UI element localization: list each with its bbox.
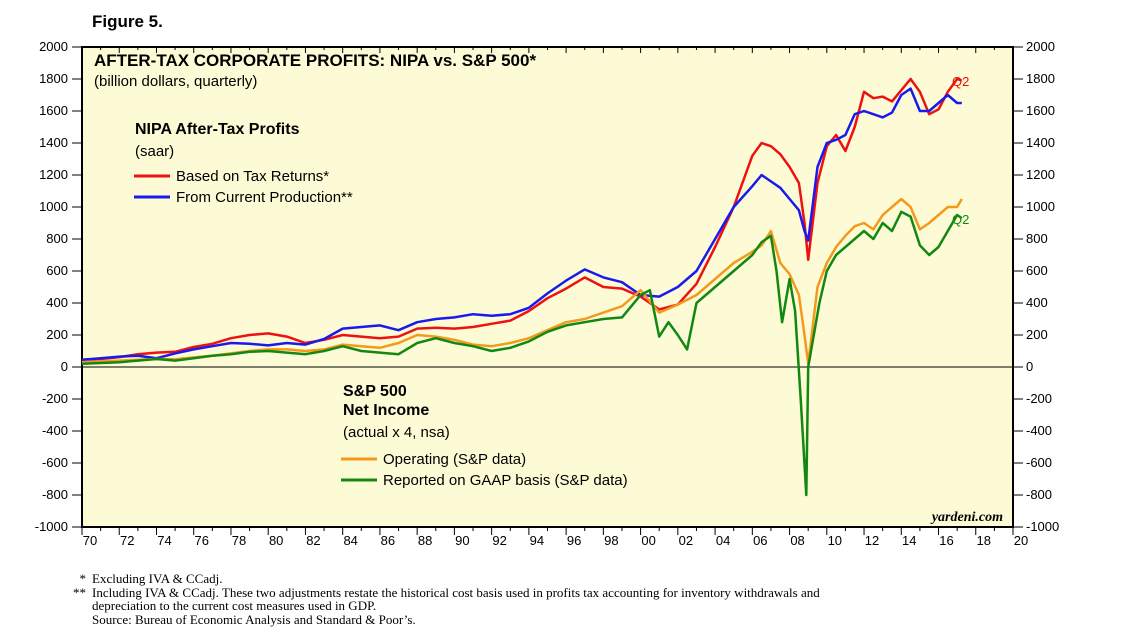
series-line: [81, 210, 963, 497]
x-tick-label: 88: [418, 533, 432, 548]
y-tick-label-right: 1400: [1026, 135, 1055, 150]
x-tick-label: 96: [567, 533, 581, 548]
x-tick-label: 90: [455, 533, 469, 548]
y-tick-label-left: -400: [42, 423, 68, 438]
x-tick-label: 70: [83, 533, 97, 548]
y-tick-label-left: -600: [42, 455, 68, 470]
y-tick-label-right: -600: [1026, 455, 1052, 470]
y-tick-label-left: 400: [46, 295, 68, 310]
y-tick-label-left: 800: [46, 231, 68, 246]
footnote-mark: *: [79, 571, 87, 586]
y-tick-label-right: -800: [1026, 487, 1052, 502]
y-tick-label-left: 1000: [39, 199, 68, 214]
x-tick-label: 08: [790, 533, 804, 548]
x-tick-label: 82: [306, 533, 320, 548]
y-axis-right: 2000180016001400120010008006004002000-20…: [1013, 39, 1059, 534]
y-tick-label-left: 200: [46, 327, 68, 342]
legend-label-current-production: From Current Production**: [176, 189, 353, 206]
x-tick-label: 10: [828, 533, 842, 548]
y-tick-label-right: 800: [1026, 231, 1048, 246]
x-tick-label: 98: [604, 533, 618, 548]
x-tick-label: 00: [641, 533, 655, 548]
x-tick-label: 12: [865, 533, 879, 548]
x-tick-label: 18: [977, 533, 991, 548]
plot-background: [81, 46, 1014, 528]
y-tick-label-right: 0: [1026, 359, 1033, 374]
x-tick-label: 06: [753, 533, 767, 548]
chart-subtitle: (billion dollars, quarterly): [94, 73, 257, 90]
y-tick-label-right: 1800: [1026, 71, 1055, 86]
y-tick-label-left: 600: [46, 263, 68, 278]
footnote-source: Source: Bureau of Economic Analysis and …: [92, 611, 416, 627]
series-line: [81, 197, 963, 366]
watermark: yardeni.com: [930, 510, 1003, 525]
figure-label: Figure 5.: [92, 12, 163, 31]
footnote-text: Including IVA & CCadj. These two adjustm…: [92, 584, 820, 600]
legend-label-tax-returns: Based on Tax Returns*: [176, 168, 329, 185]
x-tick-label: 92: [492, 533, 506, 548]
annotation-q2-green: Q2: [952, 212, 969, 227]
x-tick-label: 72: [120, 533, 134, 548]
y-tick-label-right: 1600: [1026, 103, 1055, 118]
y-tick-label-left: -800: [42, 487, 68, 502]
chart-title: AFTER-TAX CORPORATE PROFITS: NIPA vs. S&…: [94, 51, 536, 70]
legend-label-operating: Operating (S&P data): [383, 451, 526, 468]
x-tick-label: 80: [269, 533, 283, 548]
y-tick-label-left: 1400: [39, 135, 68, 150]
x-tick-label: 78: [232, 533, 246, 548]
y-tick-label-left: -200: [42, 391, 68, 406]
legend1-title: NIPA After-Tax Profits: [135, 121, 300, 138]
y-tick-label-right: -1000: [1026, 519, 1059, 534]
x-tick-label: 84: [343, 533, 357, 548]
footnote-2: ** Including IVA & CCadj. These two adju…: [62, 584, 820, 600]
x-tick-label: 86: [381, 533, 395, 548]
footnotes: * Excluding IVA & CCadj. ** Including IV…: [62, 572, 820, 626]
x-tick-label: 16: [939, 533, 953, 548]
legend1-subtitle: (saar): [135, 143, 174, 160]
x-tick-label: 04: [716, 533, 730, 548]
y-axis-left: 2000180016001400120010008006004002000-20…: [35, 39, 82, 534]
y-tick-label-left: 0: [61, 359, 68, 374]
y-tick-label-right: 1000: [1026, 199, 1055, 214]
legend2-title-line1: S&P 500: [343, 383, 407, 400]
x-axis: 70 72 74 76 78 80 82 84 86 88 90 92 94 96 98 00 02 04 06 08…: [81, 47, 1028, 548]
y-tick-label-right: 200: [1026, 327, 1048, 342]
x-tick-label: 14: [902, 533, 916, 548]
y-tick-label-left: -1000: [35, 519, 68, 534]
footnote-3: depreciation to the current cost measure…: [92, 598, 377, 613]
chart: 2000180016001400120010008006004002000-20…: [35, 39, 1060, 548]
y-tick-label-right: 1200: [1026, 167, 1055, 182]
x-tick-label: 74: [157, 533, 171, 548]
y-tick-label-right: 600: [1026, 263, 1048, 278]
x-tick-label: 20: [1014, 533, 1028, 548]
y-tick-label-right: 400: [1026, 295, 1048, 310]
legend2-title-line2: Net Income: [343, 402, 429, 419]
x-tick-label: 94: [530, 533, 544, 548]
y-tick-label-left: 2000: [39, 39, 68, 54]
footnote-mark: **: [73, 584, 86, 600]
footnote-text: Excluding IVA & CCadj.: [92, 571, 223, 586]
legend2-subtitle: (actual x 4, nsa): [343, 424, 450, 441]
series-lines: [81, 77, 963, 497]
y-tick-label-right: -400: [1026, 423, 1052, 438]
y-tick-label-right: -200: [1026, 391, 1052, 406]
y-tick-label-right: 2000: [1026, 39, 1055, 54]
x-tick-label: 02: [679, 533, 693, 548]
y-tick-label-left: 1600: [39, 103, 68, 118]
footnote-1: * Excluding IVA & CCadj.: [62, 572, 820, 586]
y-tick-label-left: 1800: [39, 71, 68, 86]
legend-label-reported: Reported on GAAP basis (S&P data): [383, 472, 628, 489]
x-tick-label: 76: [194, 533, 208, 548]
y-tick-label-left: 1200: [39, 167, 68, 182]
annotation-q2-red: Q2: [952, 74, 969, 89]
